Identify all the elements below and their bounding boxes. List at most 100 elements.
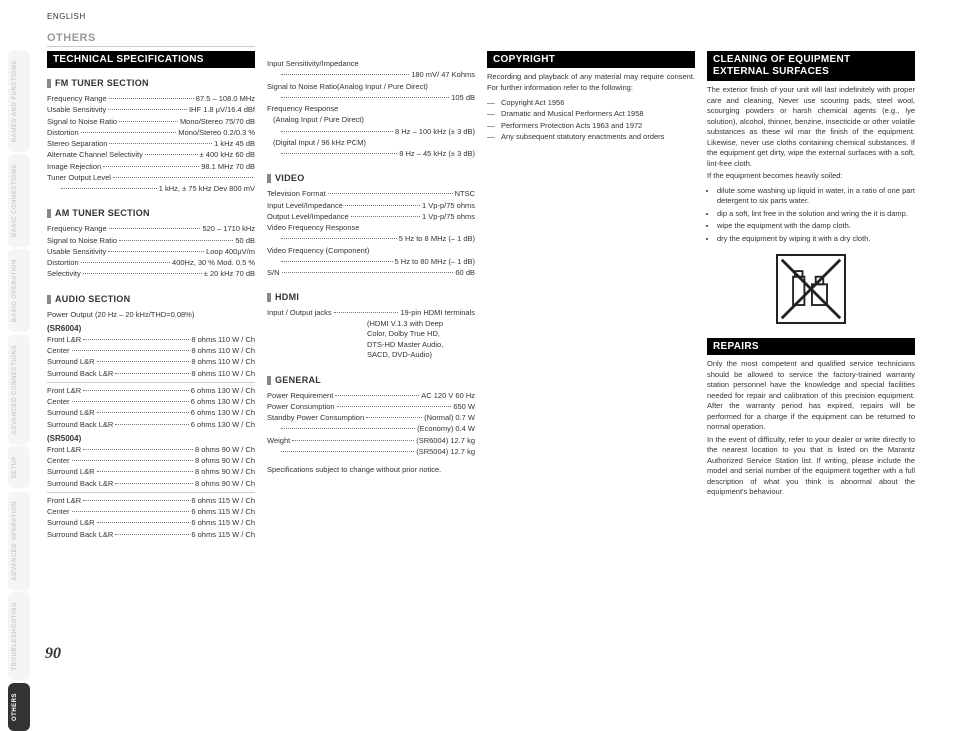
cleaning-bar: CLEANING OF EQUIPMENT EXTERNAL SURFACES [707,51,915,81]
page-number: 90 [45,645,61,663]
side-tabs: NAMES AND FUNCTIONS BASIC CONNECTIONS BA… [8,50,30,731]
model-sr5004: (SR5004) [47,434,255,443]
column-2: Input Sensitivity/Impedance 180 mV/ 47 K… [267,32,475,540]
power-output-label: Power Output (20 Hz – 20 kHz/THD=0.08%) [47,309,255,320]
spec-label: Alternate Channel Selectivity [47,149,143,160]
spec-label: Frequency Range [47,223,107,234]
prohibited-chemicals-icon [776,254,846,324]
cleaning-para-1: The exterior finish of your unit will la… [707,85,915,169]
copyright-item: Dramatic and Musical Performers Act 1958 [487,108,695,119]
tab-basic-connections[interactable]: BASIC CONNECTIONS [8,154,30,247]
spec-value: 8 ohms 90 W / Ch [195,444,255,455]
spec-value: 50 dB [235,235,255,246]
sn-label: S/N [267,267,280,278]
model-sr6004: (SR6004) [47,324,255,333]
spec-label: Surround Back L&R [47,419,113,430]
tab-names-functions[interactable]: NAMES AND FUNCTIONS [8,50,30,152]
weight-value-2: (SR5004) 12.7 kg [416,446,475,457]
tab-advanced-connections[interactable]: ADVANCED CONNECTIONS [8,335,30,445]
tab-advanced-operation[interactable]: ADVANCED OPERATION [8,491,30,590]
spec-value: NTSC [455,188,475,199]
spec-value: 8 ohms 110 W / Ch [191,356,255,367]
spec-value: Mono/Stereo 75/70 dB [180,116,255,127]
snr-value: 105 dB [451,92,475,103]
spec-value: 8 ohms 90 W / Ch [195,466,255,477]
tab-others[interactable]: OTHERS [8,683,30,731]
input-sensitivity-value: 180 mV/ 47 Kohms [411,69,475,80]
hdmi-extra-1: (HDMI V.1.3 with Deep [267,319,475,330]
spec-value: 400Hz, 30 % Mod. 0.5 % [172,257,255,268]
video-heading: VIDEO [267,173,475,183]
spec-value: 6 ohms 115 W / Ch [191,495,255,506]
tab-setup[interactable]: SETUP [8,446,30,489]
standby-economy-value: (Economy) 0.4 W [417,423,475,434]
fm-tuner-output-value: 1 kHz, ± 75 kHz Dev 800 mV [159,183,255,194]
spec-label: Front L&R [47,495,81,506]
repairs-para-2: In the event of difficulty, refer to you… [707,435,915,498]
copyright-item: Any subsequent statutory enactments and … [487,131,695,142]
spec-label: Front L&R [47,385,81,396]
spec-notice: Specifications subject to change without… [267,465,475,476]
vfc-label: Video Frequency (Component) [267,245,475,256]
spec-value: 6 ohms 130 W / Ch [191,385,255,396]
cleaning-bullet: wipe the equipment with the damp cloth. [717,221,915,232]
spec-label: Usable Sensitivity [47,104,106,115]
spec-value: 98.1 MHz 70 dB [201,161,255,172]
spec-value: ± 400 kHz 60 dB [200,149,255,160]
spec-value: Mono/Stereo 0.2/0.3 % [178,127,255,138]
spec-label: Output Level/Impedance [267,211,349,222]
spec-label: Surround L&R [47,356,95,367]
spec-label: Image Rejection [47,161,101,172]
cleaning-bullet: dilute some washing up liquid in water, … [717,186,915,207]
spec-value: 6 ohms 115 W / Ch [191,506,255,517]
spec-label: Surround L&R [47,466,95,477]
spec-label: Signal to Noise Ratio [47,235,117,246]
snr-label: Signal to Noise Ratio(Analog Input / Pur… [267,81,475,92]
column-3: . COPYRIGHT Recording and playback of an… [487,32,695,540]
fm-tuner-heading: FM TUNER SECTION [47,78,255,88]
hdmi-extra-4: SACD, DVD-Audio) [267,350,475,361]
spec-label: Distortion [47,127,79,138]
spec-label: Center [47,506,70,517]
spec-label: Signal to Noise Ratio [47,116,117,127]
spec-value: 650 W [453,401,475,412]
spec-value: 1 Vp-p/75 ohms [422,211,475,222]
technical-specifications-bar: TECHNICAL SPECIFICATIONS [47,51,255,68]
spec-label: Front L&R [47,334,81,345]
column-1: OTHERS TECHNICAL SPECIFICATIONS FM TUNER… [47,32,255,540]
am-tuner-heading: AM TUNER SECTION [47,208,255,218]
hdmi-label: Input / Output jacks [267,307,332,318]
freq-digital-label: (Digital Input / 96 kHz PCM) [267,137,475,148]
copyright-item: Performers Protection Acts 1963 and 1972 [487,120,695,131]
others-heading: OTHERS [47,32,255,47]
copyright-item: Copyright Act 1956 [487,97,695,108]
spec-label: Surround L&R [47,407,95,418]
spec-value: 6 ohms 130 W / Ch [191,407,255,418]
repairs-para-1: Only the most competent and qualified se… [707,359,915,433]
spec-value: 8 ohms 90 W / Ch [195,478,255,489]
tab-troubleshooting[interactable]: TROUBLESHOOTING [8,592,30,681]
spec-label: Stereo Separation [47,138,107,149]
spec-label: Surround Back L&R [47,478,113,489]
spec-value: 1 Vp-p/75 ohms [422,200,475,211]
spec-label: Distortion [47,257,79,268]
hdmi-heading: HDMI [267,292,475,302]
spec-value: (Normal) 0.7 W [424,412,475,423]
vfc-value: 5 Hz to 80 MHz (– 1 dB) [395,256,475,267]
spec-label: Surround Back L&R [47,368,113,379]
cleaning-para-2: If the equipment becomes heavily soiled: [707,171,915,182]
sn-value: 60 dB [455,267,475,278]
spec-label: Center [47,396,70,407]
spec-label: Input Level/Impedance [267,200,343,211]
hdmi-value: 19-pin HDMI terminals [400,307,475,318]
spec-value: ± 20 kHz 70 dB [204,268,255,279]
spec-label: Center [47,455,70,466]
spec-value: 1 kHz 45 dB [214,138,255,149]
freq-analog-value: 8 Hz – 100 kHz (± 3 dB) [395,126,475,137]
weight-value-1: (SR6004) 12.7 kg [416,435,475,446]
spec-value: 8 ohms 110 W / Ch [191,334,255,345]
repairs-bar: REPAIRS [707,338,915,355]
spec-value: AC 120 V 60 Hz [421,390,475,401]
tab-basic-operation[interactable]: BASIC OPERATION [8,249,30,332]
spec-value: 6 ohms 115 W / Ch [191,517,255,528]
